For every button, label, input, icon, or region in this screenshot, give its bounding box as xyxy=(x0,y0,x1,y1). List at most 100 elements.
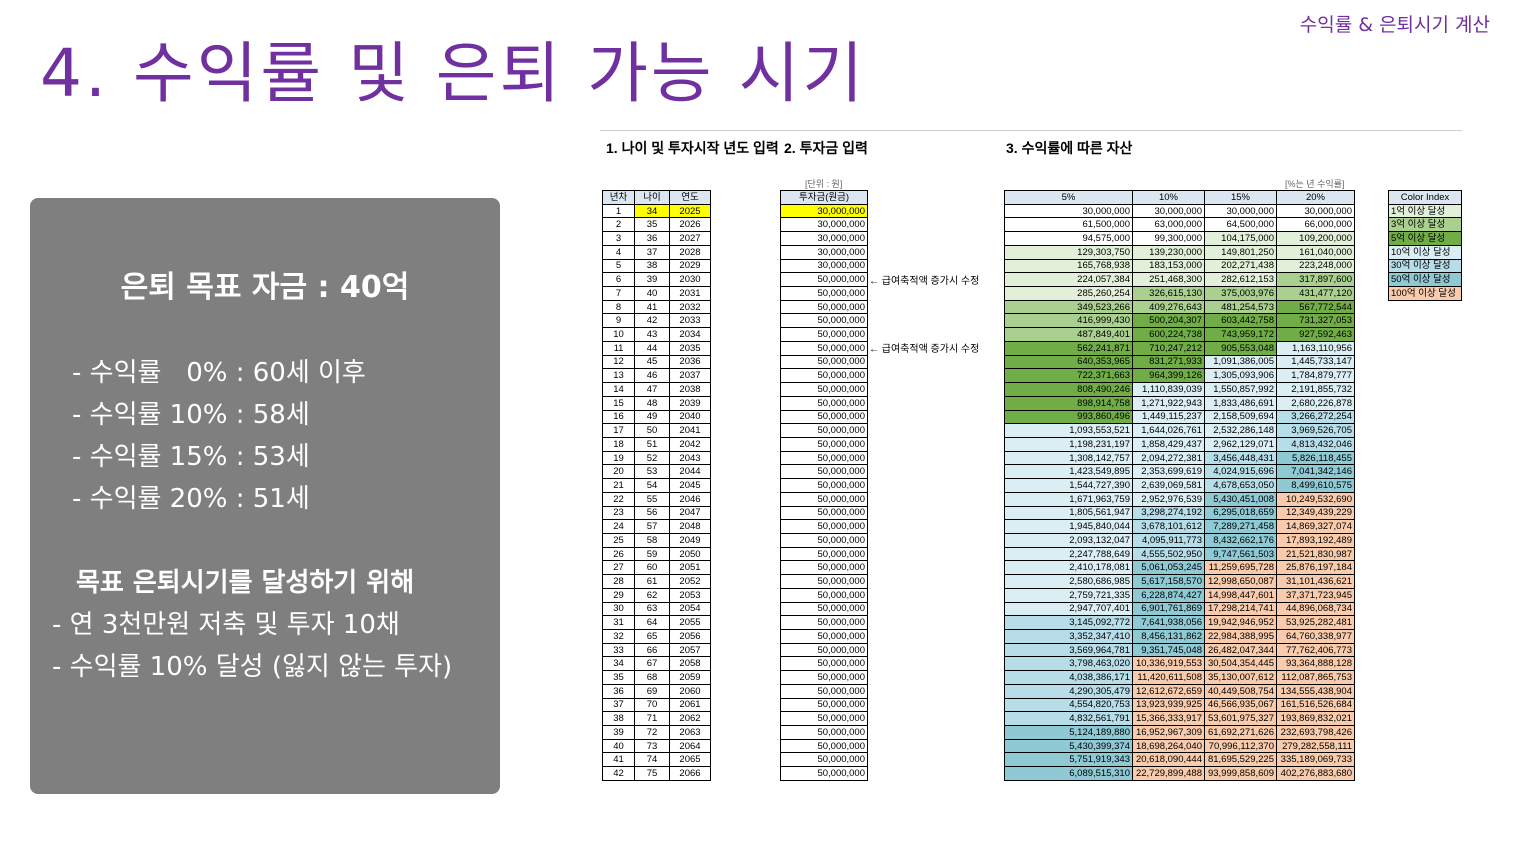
table-cell: 2036 xyxy=(669,354,711,370)
asset-table: 5% 10% 15% 20% 30,000,000 30,000,000 30,00… xyxy=(1004,190,1355,781)
table-cell: 19 xyxy=(602,450,635,466)
legend-item: 50억 이상 달성 xyxy=(1388,272,1462,288)
table-cell: 2032 xyxy=(669,299,711,315)
table-cell: 2048 xyxy=(669,519,711,534)
table-cell: 2,410,178,081 xyxy=(1004,560,1133,576)
table-cell: 3,298,274,192 xyxy=(1132,505,1205,521)
table-cell: 2046 xyxy=(669,491,711,507)
table-cell: 50,000,000 xyxy=(780,340,868,356)
table-row: 50,000,000 xyxy=(780,532,868,548)
table-cell: 5 xyxy=(602,258,635,274)
table-cell: 50,000,000 xyxy=(780,574,868,589)
table-cell: 5,124,189,880 xyxy=(1004,725,1133,740)
table-cell: 38 xyxy=(634,258,670,274)
table-row: 50,000,000 xyxy=(780,436,868,452)
table-row: 17 50 2041 xyxy=(602,423,711,438)
table-cell: 2 xyxy=(602,217,635,233)
table-cell: 50,000,000 xyxy=(780,629,868,644)
table-row: 50,000,000 xyxy=(780,711,868,727)
table-cell: 81,695,529,225 xyxy=(1204,752,1277,768)
table-cell: 20,618,090,444 xyxy=(1132,752,1205,768)
table-row: 36 69 2060 xyxy=(602,683,711,699)
table-cell: 109,200,000 xyxy=(1276,231,1355,246)
table-row: 562,241,871 710,247,212 905,553,048 1,163,1… xyxy=(1004,340,1355,356)
table-cell: 8 xyxy=(602,299,635,315)
table-cell: 70 xyxy=(634,697,670,713)
table-cell: 2,680,226,878 xyxy=(1276,395,1355,411)
table-cell: 50,000,000 xyxy=(780,450,868,466)
table-cell: 743,959,172 xyxy=(1204,327,1277,342)
table-cell: 61,500,000 xyxy=(1004,217,1133,233)
table-cell: 53,601,975,327 xyxy=(1204,711,1277,727)
table-row: 640,353,965 831,271,933 1,091,386,005 1,445… xyxy=(1004,354,1355,370)
table-cell: 62 xyxy=(634,587,670,603)
table-row: 11 44 2035 xyxy=(602,340,711,356)
table-cell: 232,693,798,426 xyxy=(1276,725,1355,740)
table-cell: 2054 xyxy=(669,601,711,617)
table-cell: 77,762,406,773 xyxy=(1276,642,1355,658)
table-cell: 1,271,922,943 xyxy=(1132,395,1205,411)
table-cell: 2,759,721,335 xyxy=(1004,587,1133,603)
table-cell: 3,678,101,612 xyxy=(1132,519,1205,534)
table-cell: 35,130,007,612 xyxy=(1204,670,1277,685)
table-cell: 22 xyxy=(602,491,635,507)
table-cell: 22,729,899,488 xyxy=(1132,766,1205,781)
header-cell: 년차 xyxy=(602,190,635,205)
table-cell: 44 xyxy=(634,340,670,356)
table-cell: 66,000,000 xyxy=(1276,217,1355,233)
table-row: 16 49 2040 xyxy=(602,409,711,425)
retirement-goal: 은퇴 목표 자금 : 40억 xyxy=(120,270,410,305)
table-cell: 808,490,246 xyxy=(1004,382,1133,397)
table-row: 6 39 2030 xyxy=(602,272,711,288)
table-cell: 34 xyxy=(602,656,635,672)
table-cell: 48 xyxy=(634,395,670,411)
table-cell: 55 xyxy=(634,491,670,507)
table-row: 38 71 2062 xyxy=(602,711,711,727)
table-cell: 11 xyxy=(602,340,635,356)
table-cell: 2030 xyxy=(669,272,711,288)
plan-subtitle: 목표 은퇴시기를 달성하기 위해 xyxy=(76,568,415,598)
table-row: 30 63 2054 xyxy=(602,601,711,617)
table-cell: 12,612,672,659 xyxy=(1132,683,1205,699)
table-cell: 50,000,000 xyxy=(780,286,868,301)
table-row: 50,000,000 xyxy=(780,642,868,658)
table-row: 50,000,000 xyxy=(780,505,868,521)
table-cell: 964,399,126 xyxy=(1132,368,1205,384)
table-cell: 2034 xyxy=(669,327,711,342)
section-heading-assets: 3. 수익률에 따른 자산 xyxy=(1006,140,1133,156)
table-row: 2,580,686,985 5,617,158,570 12,998,650,087… xyxy=(1004,574,1355,589)
section-tag: 수익률 & 은퇴시기 계산 xyxy=(1299,14,1490,36)
table-cell: 30,000,000 xyxy=(1132,203,1205,219)
table-row: 50,000,000 xyxy=(780,272,868,288)
table-cell: 1,198,231,197 xyxy=(1004,436,1133,452)
table-cell: 58 xyxy=(634,532,670,548)
table-cell: 349,523,266 xyxy=(1004,299,1133,315)
table-cell: 64,500,000 xyxy=(1204,217,1277,233)
table-cell: 60 xyxy=(634,560,670,576)
table-cell: 1억 이상 달성 xyxy=(1388,203,1462,219)
table-row: 993,860,496 1,449,115,237 2,158,509,694 3,2… xyxy=(1004,409,1355,425)
table-row: 34 67 2058 xyxy=(602,656,711,672)
table-cell: 68 xyxy=(634,670,670,685)
table-row: 3 36 2027 xyxy=(602,231,711,246)
table-cell: 43 xyxy=(634,327,670,342)
table-row: 37 70 2061 xyxy=(602,697,711,713)
table-cell: 100억 이상 달성 xyxy=(1388,286,1462,301)
table-cell: 2038 xyxy=(669,382,711,397)
table-cell: 14 xyxy=(602,382,635,397)
table-row: 50,000,000 xyxy=(780,766,868,781)
table-cell: 2,094,272,381 xyxy=(1132,450,1205,466)
table-cell: 640,353,965 xyxy=(1004,354,1133,370)
table-cell: 600,224,738 xyxy=(1132,327,1205,342)
table-cell: 279,282,558,111 xyxy=(1276,738,1355,754)
table-cell: 53 xyxy=(634,464,670,480)
table-cell: 17 xyxy=(602,423,635,438)
table-row: 41 74 2065 xyxy=(602,752,711,768)
table-cell: 30,000,000 xyxy=(780,203,868,219)
table-cell: 3 xyxy=(602,231,635,246)
table-row: 50,000,000 xyxy=(780,519,868,534)
table-cell: 2025 xyxy=(669,203,711,219)
table-cell: 375,003,976 xyxy=(1204,286,1277,301)
table-cell: 63,000,000 xyxy=(1132,217,1205,233)
table-cell: 2,947,707,401 xyxy=(1004,601,1133,617)
